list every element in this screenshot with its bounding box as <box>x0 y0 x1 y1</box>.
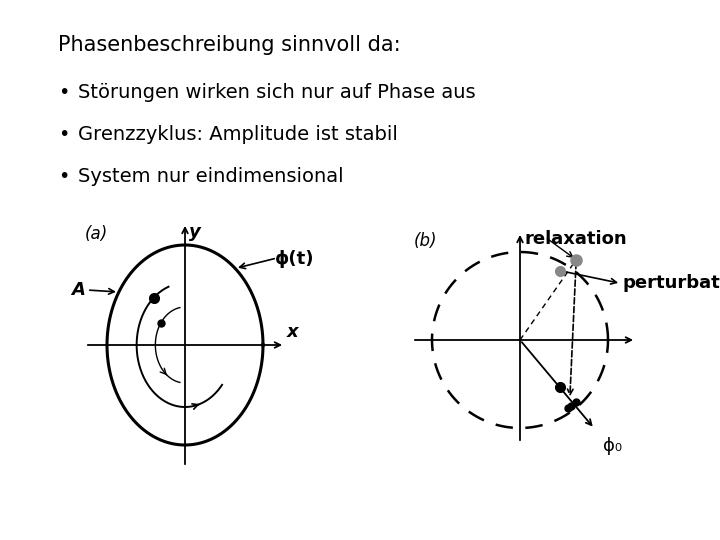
Text: •: • <box>58 83 69 102</box>
Text: y: y <box>189 223 201 241</box>
Text: relaxation: relaxation <box>525 230 628 248</box>
Text: ϕ(t): ϕ(t) <box>275 250 315 268</box>
Text: System nur eindimensional: System nur eindimensional <box>78 167 343 186</box>
Text: Störungen wirken sich nur auf Phase aus: Störungen wirken sich nur auf Phase aus <box>78 83 476 102</box>
Text: Grenzzyklus: Amplitude ist stabil: Grenzzyklus: Amplitude ist stabil <box>78 125 398 144</box>
Text: (b): (b) <box>414 232 438 250</box>
Text: Phasenbeschreibung sinnvoll da:: Phasenbeschreibung sinnvoll da: <box>58 35 400 55</box>
Text: ϕ₀: ϕ₀ <box>603 437 621 455</box>
Text: x: x <box>287 323 299 341</box>
Text: •: • <box>58 125 69 144</box>
Text: (a): (a) <box>85 225 108 243</box>
Text: A: A <box>71 281 85 299</box>
Text: perturbati: perturbati <box>623 274 720 293</box>
Text: •: • <box>58 167 69 186</box>
